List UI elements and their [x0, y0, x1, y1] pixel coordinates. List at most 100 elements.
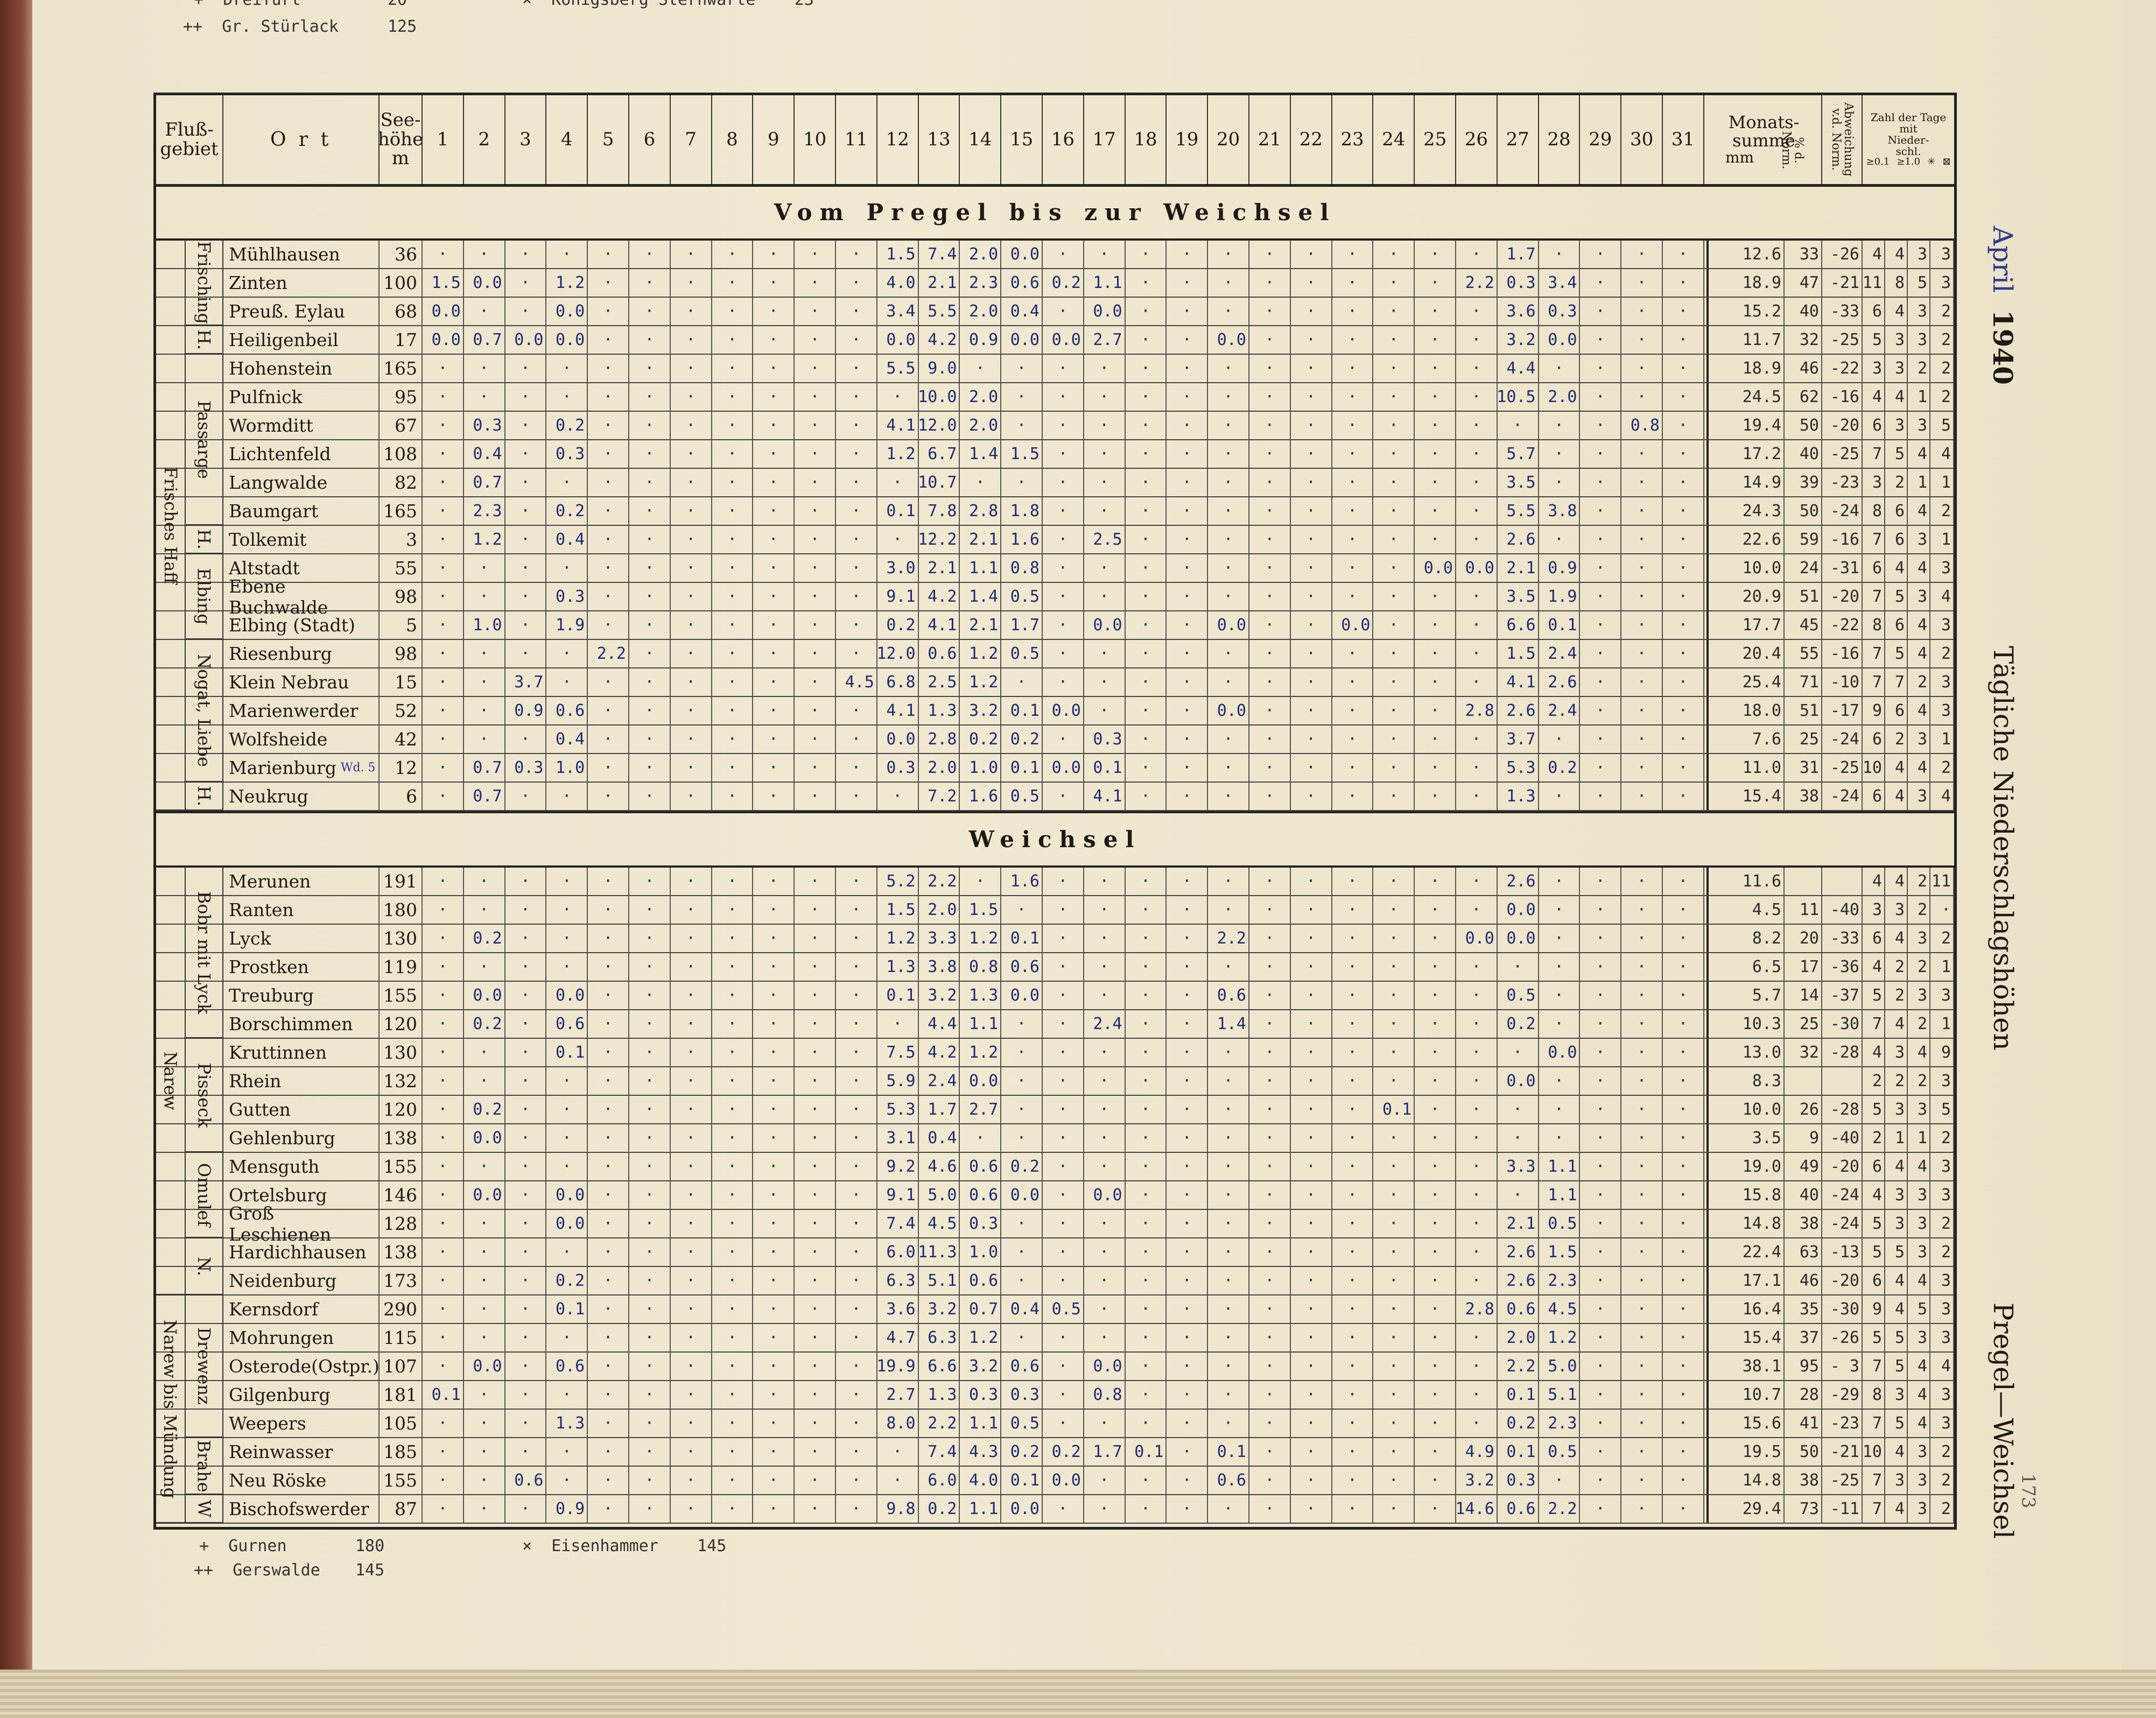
day-value: 3.3 — [919, 925, 960, 952]
day-value: · — [712, 583, 754, 610]
day-value: · — [795, 1153, 836, 1180]
day-value: · — [795, 611, 836, 639]
summary-pct: 50 — [1785, 412, 1822, 439]
day-value: · — [1373, 355, 1415, 382]
day-value: · — [588, 611, 629, 639]
day-value: · — [1043, 1153, 1084, 1180]
day-value: · — [1373, 868, 1415, 895]
day-value: 2.6 — [1498, 1238, 1539, 1266]
day-value: · — [1456, 1010, 1498, 1038]
day-value: · — [1249, 241, 1291, 268]
day-value: 2.2 — [919, 1410, 960, 1437]
day-value: · — [1456, 726, 1498, 753]
day-value: · — [1580, 583, 1622, 610]
summary-s: 3 — [1908, 1238, 1930, 1266]
day-value: · — [671, 697, 712, 724]
day-value: · — [1084, 1410, 1126, 1437]
day-value: · — [836, 583, 877, 610]
day-value: · — [1415, 1181, 1456, 1209]
day-value: · — [1126, 1381, 1167, 1409]
summary-t01: 7 — [1863, 1410, 1885, 1437]
day-value: · — [1043, 668, 1084, 696]
day-value: · — [712, 1238, 754, 1266]
table-row: Gehlenburg 138 · 0.0 · · · · · · · · · 3.1 0.4 · · · · · · · ·… — [156, 1124, 1954, 1153]
day-value: · — [836, 1181, 877, 1209]
summary-t10: 8 — [1885, 269, 1908, 297]
day-value: · — [1332, 583, 1374, 610]
header-day: 13 — [919, 95, 960, 184]
summary-abw: -20 — [1822, 1153, 1863, 1180]
day-value: 0.0 — [1208, 611, 1249, 639]
day-value: 1.1 — [960, 554, 1002, 582]
day-value: · — [1332, 1410, 1374, 1437]
day-value: · — [1126, 241, 1167, 268]
summary-sum: 29.4 — [1706, 1495, 1785, 1523]
day-value: · — [505, 1039, 547, 1066]
day-value: · — [1208, 726, 1249, 753]
day-value: · — [1291, 440, 1332, 468]
day-value: 0.0 — [1084, 1181, 1126, 1209]
day-value: · — [671, 1181, 712, 1209]
day-value: · — [1249, 1381, 1291, 1409]
day-value: 5.3 — [877, 1096, 919, 1123]
summary-b: 4 — [1930, 583, 1954, 610]
summary-sum: 22.6 — [1706, 526, 1785, 553]
summary-abw: -26 — [1822, 1324, 1863, 1351]
day-value: 3.2 — [1498, 326, 1539, 354]
header-ort: O r t — [223, 95, 380, 184]
day-value: · — [753, 1353, 795, 1380]
header-day: 7 — [671, 95, 712, 184]
summary-abw: -24 — [1822, 1210, 1863, 1237]
day-value: · — [588, 953, 629, 981]
day-value: · — [505, 1181, 547, 1209]
day-value: · — [712, 241, 754, 268]
day-value: · — [1249, 355, 1291, 382]
day-value: · — [753, 1324, 795, 1351]
table-row: Marienwerder 52 · · 0.9 0.6 · · · · · · · 4.1 1.3 3.2 0.… — [156, 697, 1954, 726]
day-value: · — [1043, 583, 1084, 610]
day-value: · — [629, 896, 671, 924]
table-row: Rhein 132 · · · · · · · · · · · 5.9 2.4 0.0 · · · · · · · · · · · ·… — [156, 1067, 1954, 1096]
day-value: · — [1167, 469, 1209, 496]
day-value: · — [1249, 269, 1291, 297]
summary-s: 1 — [1908, 469, 1930, 496]
day-value: · — [423, 440, 464, 468]
day-value: · — [1043, 412, 1084, 439]
day-value: · — [1663, 440, 1704, 468]
summary-s: 2 — [1908, 868, 1930, 895]
day-value: · — [1332, 982, 1374, 1009]
day-value: · — [546, 1067, 588, 1095]
day-value: 4.5 — [836, 668, 877, 696]
day-value: · — [629, 1410, 671, 1437]
summary-abw: -20 — [1822, 1267, 1863, 1294]
day-value: · — [505, 726, 547, 753]
day-value: · — [1332, 1324, 1374, 1351]
summary-abw: -16 — [1822, 640, 1863, 667]
day-value: · — [505, 1096, 547, 1123]
day-value: 1.3 — [877, 953, 919, 981]
day-value: · — [1539, 1010, 1581, 1038]
summary-pct: 46 — [1785, 355, 1822, 382]
day-value: · — [795, 982, 836, 1009]
day-value: · — [1291, 1381, 1332, 1409]
day-value: · — [795, 640, 836, 667]
day-value: · — [1167, 1295, 1209, 1323]
summary-t10: 6 — [1885, 526, 1908, 553]
day-value: · — [1291, 298, 1332, 325]
day-value: · — [795, 754, 836, 781]
day-value: 9.0 — [919, 355, 960, 382]
day-value: · — [1208, 1238, 1249, 1266]
day-value: · — [753, 1238, 795, 1266]
day-value: · — [1373, 1353, 1415, 1380]
day-value: · — [712, 1067, 754, 1095]
day-value: · — [1456, 668, 1498, 696]
station-altitude: 138 — [380, 1124, 423, 1152]
summary-pct: 32 — [1785, 1039, 1822, 1066]
day-value: · — [1291, 697, 1332, 724]
table-row: Ebene Buchwalde 98 · · · 0.3 · · · · · · · 9.1 4.2 1.4 0… — [156, 576, 1954, 618]
day-value: · — [1167, 440, 1209, 468]
day-value: · — [1580, 412, 1622, 439]
summary-b: 2 — [1930, 925, 1954, 952]
summary-s: 1 — [1908, 383, 1930, 411]
day-value: 12.0 — [876, 640, 919, 667]
